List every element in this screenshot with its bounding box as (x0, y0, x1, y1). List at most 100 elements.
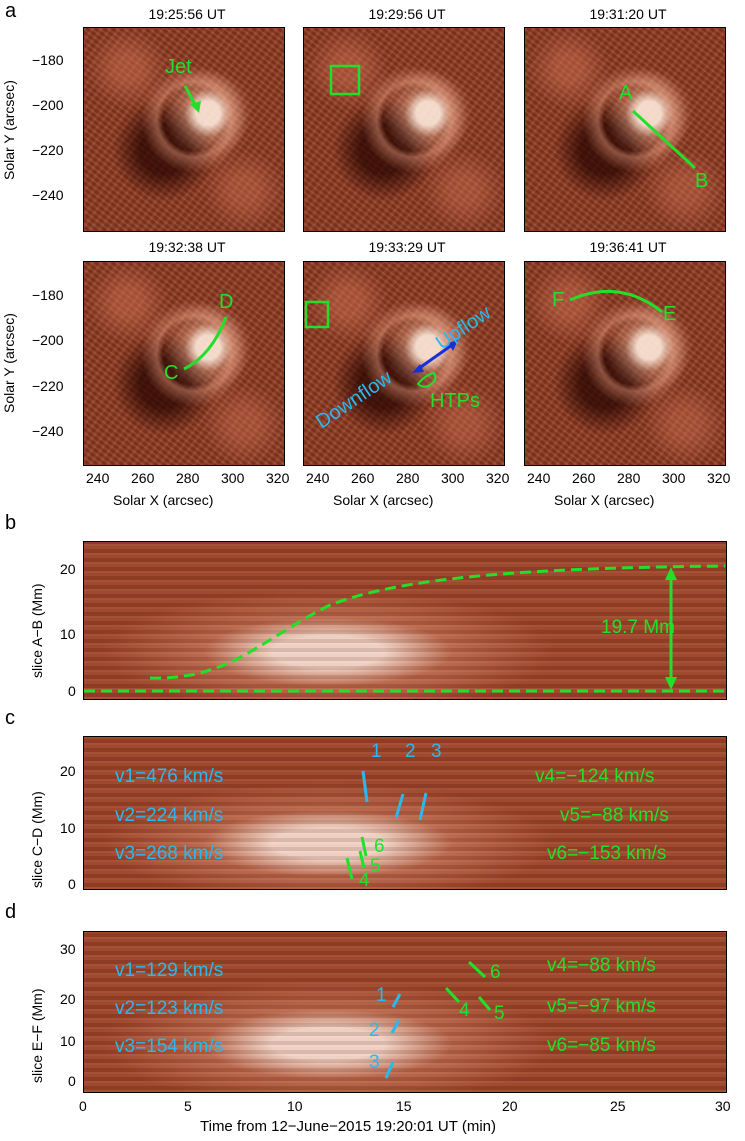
panel-c-letter: c (5, 707, 15, 729)
ytick-r1-200: −200 (32, 97, 64, 113)
euv-image-3 (524, 27, 726, 232)
panel-b-ytick-20: 20 (60, 561, 76, 577)
slice-ab-image (83, 541, 727, 700)
panel-a-xlabel-2: Solar X (arcsec) (333, 492, 434, 508)
panel-a-title-4: 19:32:38 UT (148, 239, 226, 255)
panel-b-ytick-0: 0 (68, 683, 76, 699)
panel-d-num-3: 3 (369, 1052, 380, 1073)
panel-d-track-2 (390, 1019, 401, 1034)
panel-c-track-2 (394, 793, 405, 819)
htps-contour (416, 371, 437, 388)
panel-c-ytick-20: 20 (60, 763, 76, 779)
point-e-label: E (663, 303, 677, 325)
panel-b-letter: b (5, 512, 17, 534)
ytick-r1-240: −240 (32, 187, 64, 203)
panel-a-title-3: 19:31:20 UT (589, 6, 667, 22)
panel-d-ytick-10: 10 (60, 1033, 76, 1049)
panel-d-track-6 (467, 960, 487, 979)
panel-d-v6: v6=−85 km/s (547, 1035, 656, 1056)
panel-c-ytick-0: 0 (68, 876, 76, 892)
downflow-arrowhead (412, 364, 424, 373)
ytick-r2-200: −200 (32, 332, 64, 348)
panel-d-track-3 (384, 1061, 395, 1079)
panel-d-v1: v1=129 km/s (115, 960, 224, 981)
xtick-c3-300: 300 (662, 470, 686, 486)
ytick-r1-180: −180 (32, 52, 64, 68)
xtick-c1-260: 260 (131, 470, 155, 486)
panel-c-num-3: 3 (431, 741, 442, 762)
panel-b-ytick-10: 10 (60, 626, 76, 642)
panel-c-num-1: 1 (371, 741, 382, 762)
panel-d-track-4 (444, 986, 461, 1004)
euv-image-2 (303, 27, 505, 232)
time-xtick-15: 15 (396, 1098, 412, 1114)
euv-image-1 (83, 27, 285, 232)
xtick-c2-300: 300 (441, 470, 465, 486)
jet-arrow (183, 85, 198, 107)
slice-ab-line (631, 109, 697, 170)
point-f-label: F (552, 289, 565, 311)
panel-a-letter: a (5, 0, 17, 22)
slice-cd-image (83, 736, 727, 890)
point-d-label: D (219, 291, 234, 313)
ytick-r1-220: −220 (32, 142, 64, 158)
panel-c-v2: v2=224 km/s (115, 805, 224, 826)
slice-cd-curve (183, 316, 228, 371)
xtick-c3-260: 260 (572, 470, 596, 486)
box-marker-2 (304, 300, 330, 329)
time-xtick-20: 20 (502, 1098, 518, 1114)
height-arrowhead-bottom (665, 677, 677, 690)
panel-c-v6: v6=−153 km/s (547, 843, 667, 864)
xtick-c3-240: 240 (527, 470, 551, 486)
xtick-c1-320: 320 (266, 470, 290, 486)
height-arrowhead-top (665, 567, 677, 580)
htps-label: HTPs (430, 390, 480, 412)
panel-d-track-1 (391, 993, 402, 1008)
ytick-r2-240: −240 (32, 423, 64, 439)
panel-c-v4: v4=−124 km/s (535, 766, 655, 787)
panel-c-num-6: 6 (374, 836, 385, 857)
time-xtick-25: 25 (610, 1098, 626, 1114)
panel-d-v5: v5=−97 km/s (547, 996, 656, 1017)
panel-d-num-4: 4 (459, 1000, 470, 1021)
panel-c-v1: v1=476 km/s (115, 766, 224, 787)
euv-image-6 (524, 261, 726, 466)
panel-d-v2: v2=123 km/s (115, 998, 224, 1019)
xtick-c2-280: 280 (396, 470, 420, 486)
xtick-c2-240: 240 (306, 470, 330, 486)
slice-ef-image (83, 931, 727, 1093)
xtick-c1-240: 240 (86, 470, 110, 486)
panel-d-track-5 (477, 996, 492, 1011)
xtick-c1-280: 280 (176, 470, 200, 486)
point-c-label: C (164, 362, 179, 384)
time-xtick-10: 10 (287, 1098, 303, 1114)
panel-c-ytick-10: 10 (60, 820, 76, 836)
panel-d-ytick-20: 20 (60, 991, 76, 1007)
xtick-c3-280: 280 (617, 470, 641, 486)
panel-a-title-5: 19:33:29 UT (368, 239, 446, 255)
panel-d-v4: v4=−88 km/s (547, 955, 656, 976)
panel-c-track-4 (345, 857, 354, 880)
euv-image-4 (83, 261, 285, 466)
xtick-c1-300: 300 (221, 470, 245, 486)
panel-c-v3: v3=268 km/s (115, 843, 224, 864)
panel-d-num-5: 5 (494, 1003, 505, 1024)
time-xlabel: Time from 12−June−2015 19:20:01 UT (min) (200, 1118, 496, 1135)
panel-d-ytick-0: 0 (68, 1073, 76, 1089)
panel-c-num-2: 2 (405, 741, 416, 762)
growth-envelope-curve (149, 564, 726, 680)
panel-c-track-1 (361, 770, 369, 803)
panel-d-v3: v3=154 km/s (115, 1036, 224, 1057)
jet-label: Jet (165, 56, 192, 78)
euv-image-5 (303, 261, 505, 466)
panel-c-num-4: 4 (359, 870, 370, 891)
panel-a-title-2: 19:29:56 UT (368, 6, 446, 22)
ytick-r2-220: −220 (32, 378, 64, 394)
panel-a-xlabel-3: Solar X (arcsec) (554, 492, 655, 508)
panel-a-title-1: 19:25:56 UT (148, 6, 226, 22)
point-b-label: B (695, 170, 709, 192)
